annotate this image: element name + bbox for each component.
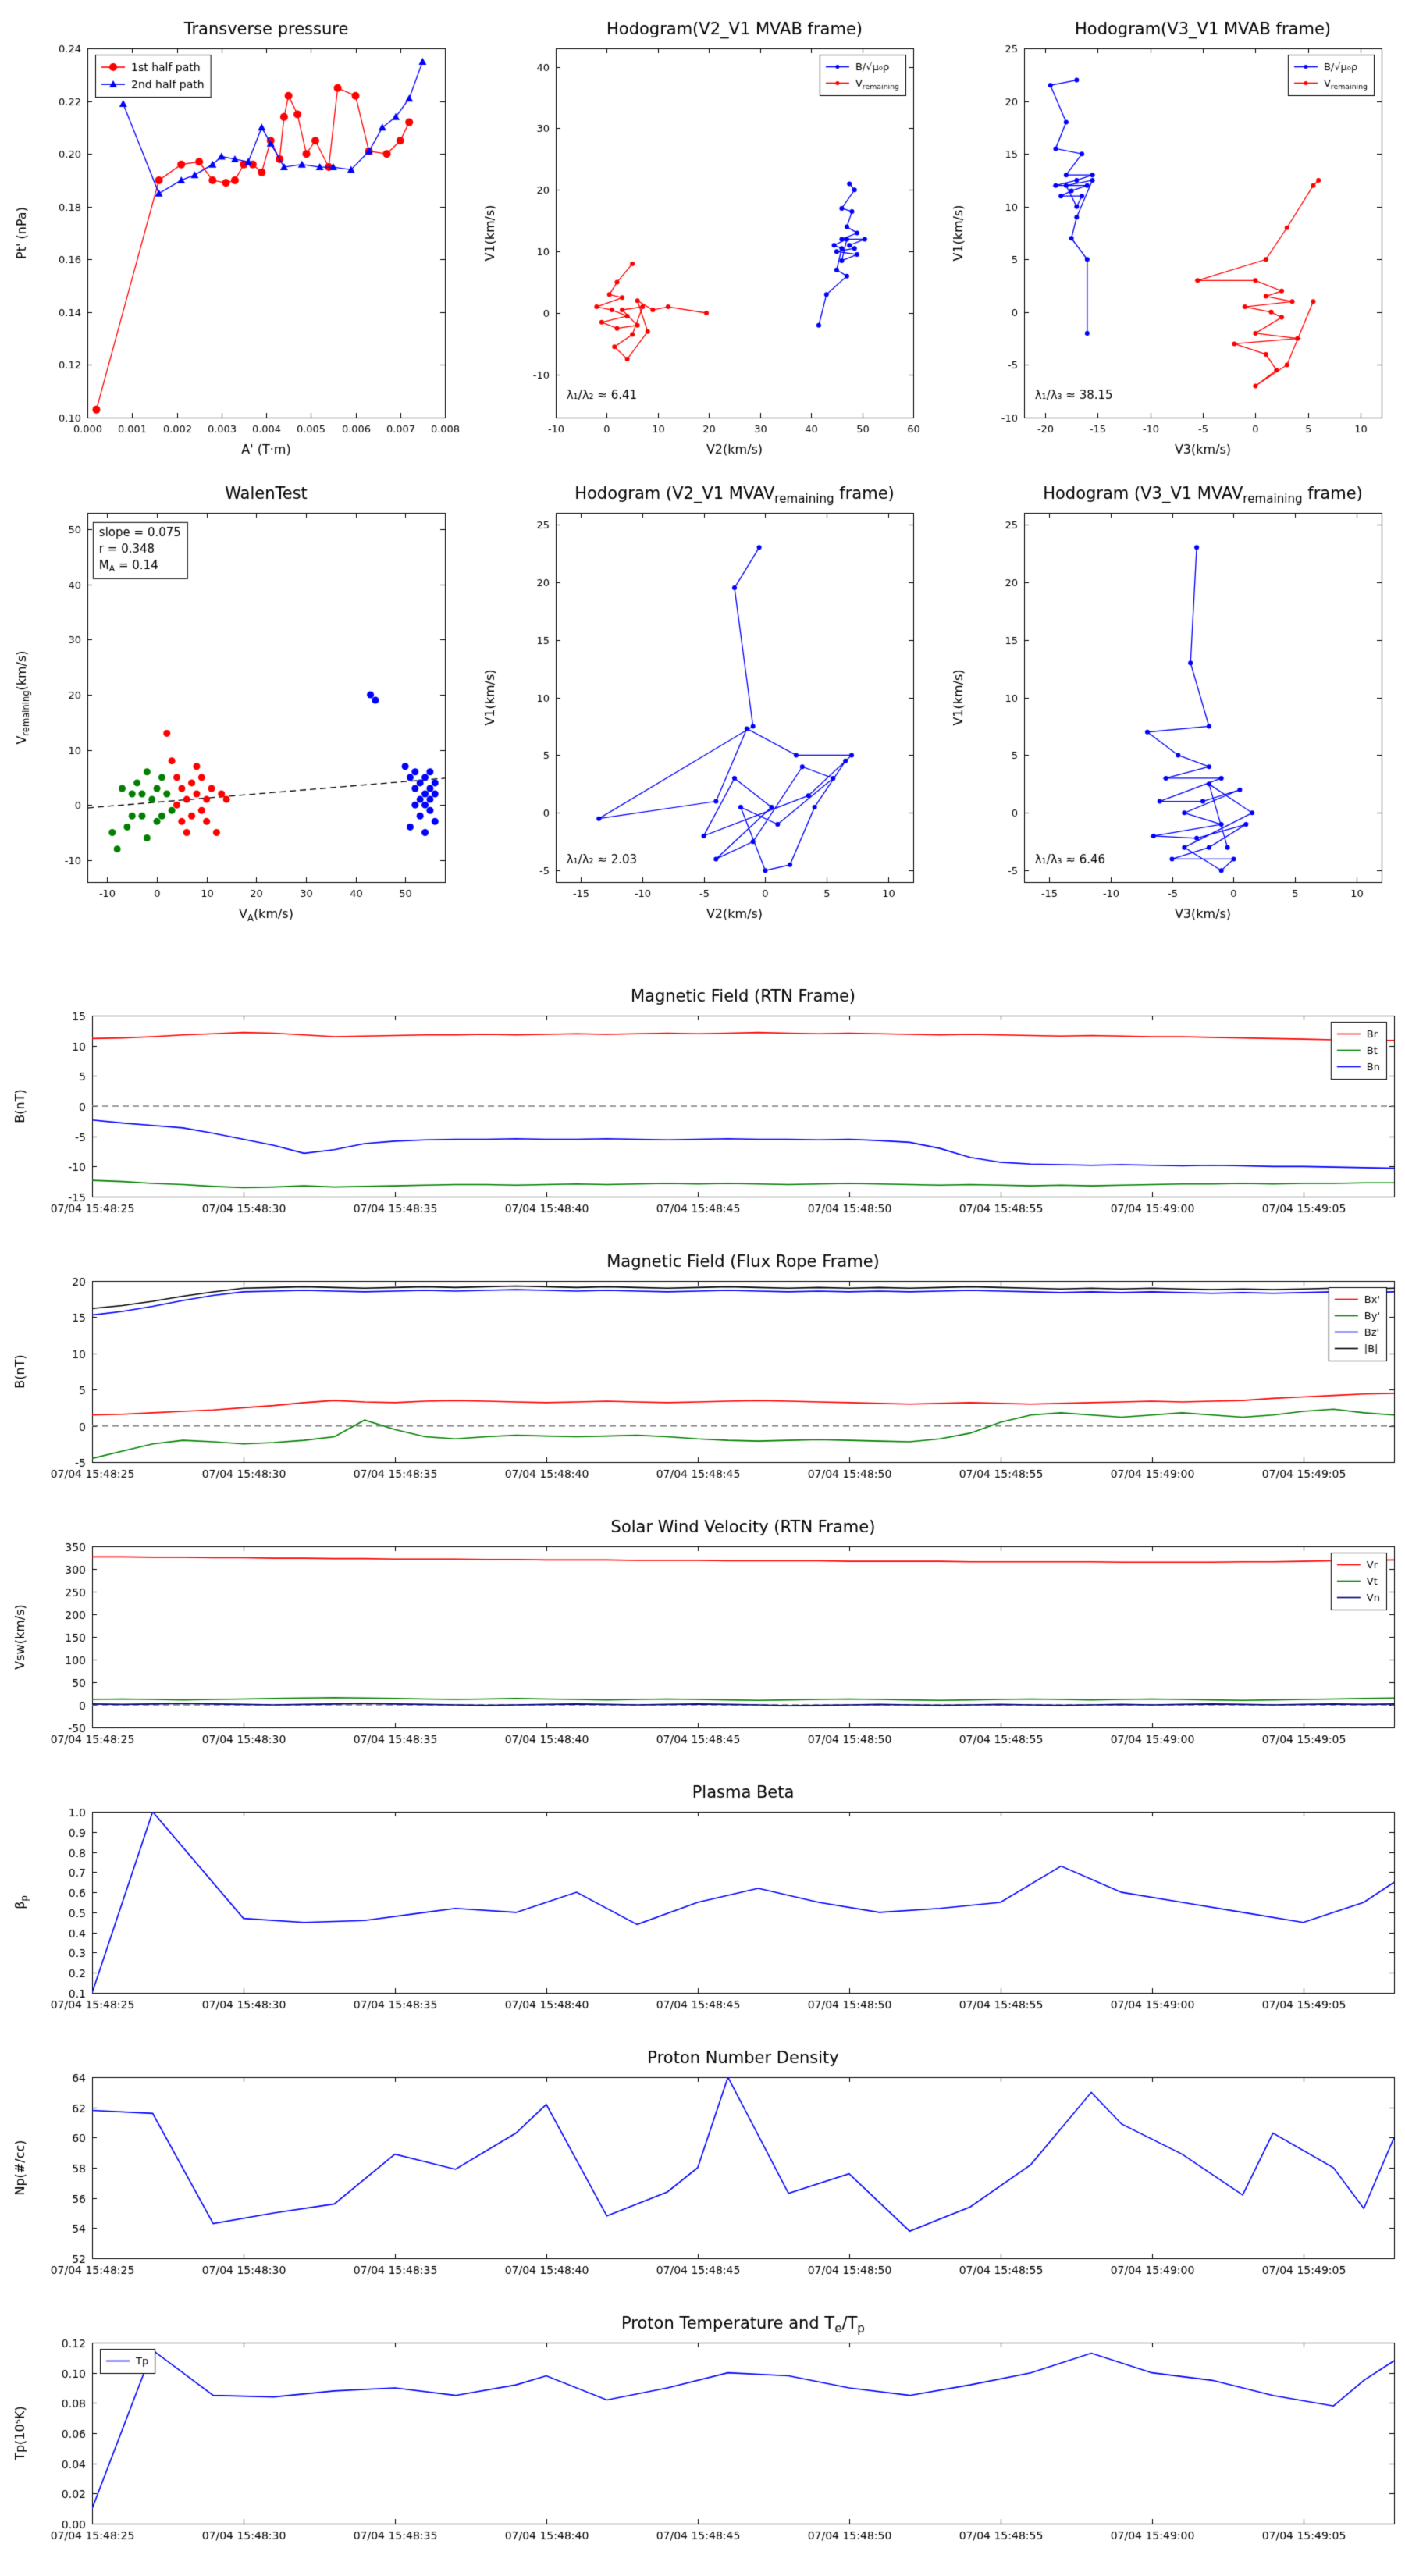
chart-hodogram-v2v1-mvav — [468, 464, 937, 929]
chart-hodogram-v3v1-mvab — [937, 0, 1405, 464]
chart-proton-temperature — [0, 2299, 1405, 2564]
timeseries-stack — [0, 929, 1405, 2564]
chart-transverse-pressure — [0, 0, 468, 464]
chart-hodogram-v3v1-mvav — [937, 464, 1405, 929]
chart-plasma-beta — [0, 1768, 1405, 2033]
analysis-grid — [0, 0, 1405, 929]
chart-magnetic-field-flux-rope — [0, 1237, 1405, 1503]
chart-walen-test — [0, 464, 468, 929]
chart-magnetic-field-rtn — [0, 972, 1405, 1237]
chart-proton-number-density — [0, 2033, 1405, 2299]
chart-solar-wind-velocity — [0, 1503, 1405, 1768]
chart-hodogram-v2v1-mvab — [468, 0, 937, 464]
